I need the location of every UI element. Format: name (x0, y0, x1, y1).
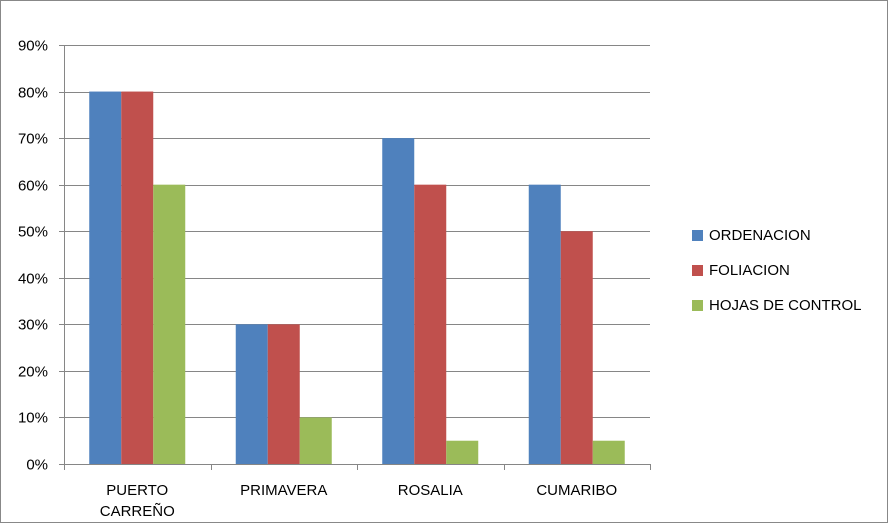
y-tick-label: 30% (18, 317, 48, 334)
bars (89, 91, 625, 465)
bar-ordenacion (382, 138, 415, 464)
legend-label: HOJAS DE CONTROL (709, 297, 862, 314)
y-tick-label: 20% (18, 364, 48, 381)
bar-ordenacion (235, 324, 268, 464)
legend-swatch (692, 265, 703, 276)
y-tick-label: 70% (18, 131, 48, 148)
legend-swatch (692, 300, 703, 311)
bar-foliacion (560, 231, 593, 464)
bar-ordenacion (528, 184, 561, 464)
y-tick-label: 80% (18, 85, 48, 102)
y-tick-label: 10% (18, 410, 48, 427)
x-category-label: PRIMAVERA (240, 482, 327, 499)
y-axis-tick-labels: 0% 10% 20% 30% 40% 50% 60% 70% 80% 90% (18, 38, 48, 474)
legend-label: FOLIACION (709, 262, 790, 279)
bar-hojas-de-control (153, 184, 186, 464)
bar-hojas-de-control (446, 440, 479, 464)
legend-label: ORDENACION (709, 227, 811, 244)
bar-ordenacion (89, 91, 122, 465)
y-tick-label: 50% (18, 224, 48, 241)
x-category-label: PUERTO CARREÑO (100, 482, 175, 520)
bar-hojas-de-control (299, 417, 332, 464)
y-tick-label: 40% (18, 271, 48, 288)
y-tick-label: 60% (18, 178, 48, 195)
bar-foliacion (414, 184, 447, 464)
bar-foliacion (267, 324, 300, 464)
bar-foliacion (121, 91, 154, 465)
x-category-label: CUMARIBO (536, 482, 617, 499)
legend: ORDENACION FOLIACION HOJAS DE CONTROL (692, 227, 862, 314)
bar-hojas-de-control (592, 440, 625, 464)
x-category-label: ROSALIA (398, 482, 463, 499)
y-tick-label: 0% (26, 457, 48, 474)
y-tick-label: 90% (18, 38, 48, 55)
legend-swatch (692, 230, 703, 241)
axes (59, 45, 651, 470)
x-axis-category-labels: PUERTO CARREÑO PRIMAVERA ROSALIA CUMARIBO (100, 482, 617, 520)
